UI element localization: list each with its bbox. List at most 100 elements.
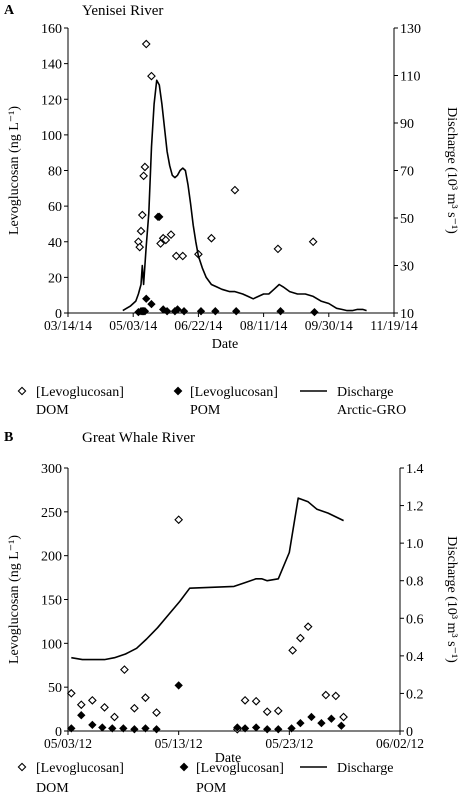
- dom-point: [141, 39, 151, 49]
- x-tick-label: 08/11/14: [240, 318, 288, 333]
- right-tick-label: 90: [400, 117, 414, 132]
- left-tick-label: 40: [48, 236, 62, 251]
- dom-point: [166, 230, 176, 240]
- pom-point: [141, 724, 150, 733]
- pom-point: [287, 724, 296, 733]
- dom-point: [207, 233, 216, 243]
- right-tick-label: 130: [400, 22, 421, 37]
- pom-point: [240, 724, 250, 733]
- x-tick-label: 11/19/14: [370, 318, 418, 333]
- pom-point: [174, 681, 183, 690]
- right-tick-label: 70: [400, 165, 414, 180]
- chart-panel-a: A Yenisei River 0 20 40 60 80 100 120 140 160 10 30 5…: [4, 3, 459, 418]
- left-tick-label: 100: [41, 637, 62, 652]
- pom-point: [179, 307, 189, 316]
- pom-point: [276, 307, 285, 316]
- chart-title: Yenisei River: [82, 3, 163, 19]
- dom-point: [161, 235, 171, 245]
- dom-point: [110, 712, 119, 722]
- pom-point: [251, 723, 261, 732]
- pom-point: [317, 718, 326, 728]
- pom-point: [327, 714, 336, 723]
- pom-point: [274, 725, 283, 734]
- pom-point: [147, 299, 156, 309]
- dom-point: [321, 690, 331, 700]
- dom-point: [135, 242, 145, 252]
- x-tick-label: 05/23/12: [265, 736, 313, 751]
- dom-point: [141, 693, 150, 703]
- dom-point: [66, 688, 76, 698]
- x-tick-label: 09/30/14: [305, 318, 353, 333]
- right-tick-label: 0.4: [406, 650, 424, 665]
- pom-point: [310, 307, 319, 317]
- pom-point: [130, 725, 139, 734]
- legend-pom-label: [Levoglucosan]: [196, 761, 284, 776]
- pom-point: [155, 212, 164, 221]
- right-tick-label: 30: [400, 260, 414, 275]
- x-tick-label: 05/03/14: [109, 318, 157, 333]
- right-tick-label: 0.8: [406, 575, 424, 590]
- dom-point: [296, 633, 305, 643]
- pom-point: [307, 712, 316, 722]
- pom-point: [88, 720, 97, 730]
- pom-point: [263, 725, 272, 734]
- dom-point: [273, 706, 283, 716]
- x-tick-label: 05/03/12: [44, 736, 92, 751]
- dom-point: [174, 515, 184, 525]
- dom-point: [251, 696, 261, 706]
- legend: [Levoglucosan] DOM [Levoglucosan] POM Discha…: [17, 385, 406, 418]
- x-tick-label: 03/14/14: [44, 318, 92, 333]
- legend-pom-label: [Levoglucosan]: [190, 385, 278, 400]
- discharge-line: [71, 497, 344, 661]
- right-tick-label: 1.0: [406, 537, 424, 552]
- dom-point: [240, 695, 250, 705]
- right-axis-title: Discharge (10³ m³ s⁻¹): [444, 536, 459, 663]
- pom-point: [98, 723, 107, 732]
- right-tick-label: 110: [400, 70, 420, 85]
- dom-point: [76, 700, 86, 710]
- legend-line-label: Discharge: [337, 385, 394, 400]
- dom-point: [87, 695, 97, 705]
- pom-point: [108, 724, 117, 733]
- left-tick-label: 120: [41, 93, 62, 108]
- dom-point: [140, 162, 150, 172]
- x-axis-title: Date: [215, 751, 241, 766]
- dom-point: [230, 185, 240, 195]
- left-tick-label: 160: [41, 22, 62, 37]
- legend-line-label-2: Arctic-GRO: [337, 403, 406, 418]
- right-axis-title: Discharge (10³ m³ s⁻¹): [444, 107, 459, 234]
- dom-point: [303, 622, 313, 632]
- pom-point: [233, 723, 242, 732]
- chart-panel-b: B Great Whale River 0 50 100 150 200 250 300 0 0.2…: [4, 430, 459, 796]
- pom-point: [152, 725, 161, 734]
- dom-point: [171, 251, 181, 261]
- legend-dom-label: [Levoglucosan]: [36, 385, 124, 400]
- left-tick-label: 250: [41, 506, 62, 521]
- chart-title: Great Whale River: [82, 430, 195, 446]
- pom-point: [337, 721, 346, 730]
- dom-point: [130, 703, 139, 713]
- dom-point: [339, 712, 348, 722]
- dom-point: [178, 251, 188, 261]
- pom-point: [159, 305, 168, 314]
- right-tick-label: 1.4: [406, 462, 424, 477]
- right-tick-label: 0.6: [406, 612, 424, 627]
- left-tick-label: 50: [48, 681, 62, 696]
- dom-point: [331, 691, 341, 701]
- panel-letter: A: [4, 3, 15, 18]
- left-tick-label: 200: [41, 550, 62, 565]
- pom-point: [77, 711, 86, 720]
- legend-dom-label-2: DOM: [36, 403, 69, 418]
- dom-point: [262, 707, 272, 717]
- right-tick-label: 50: [400, 212, 414, 227]
- pom-point: [173, 305, 182, 314]
- legend-pom-label-2: POM: [196, 781, 227, 796]
- right-tick-label: 0: [406, 725, 413, 740]
- dom-point: [120, 665, 129, 675]
- dom-point: [100, 702, 109, 712]
- x-tick-label: 05/13/12: [155, 736, 203, 751]
- legend-dom-marker: [17, 386, 27, 396]
- pom-point: [211, 307, 220, 316]
- pom-point: [162, 307, 172, 316]
